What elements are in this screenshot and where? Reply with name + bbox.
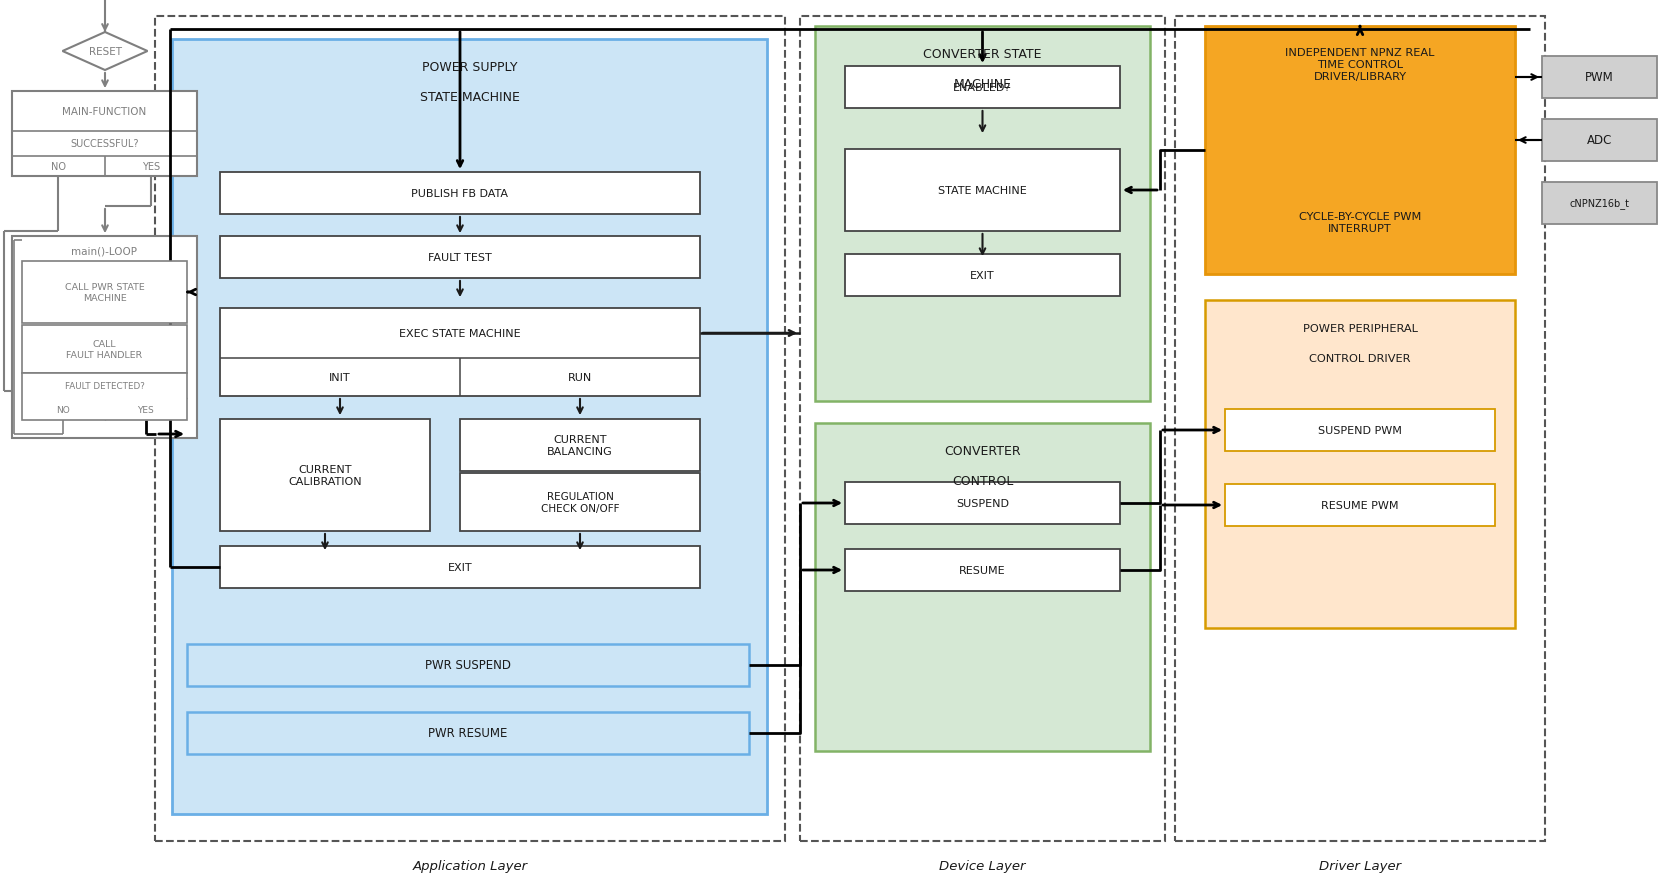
Text: INDEPENDENT NPNZ REAL
TIME CONTROL
DRIVER/LIBRARY: INDEPENDENT NPNZ REAL TIME CONTROL DRIVE…: [1285, 49, 1436, 82]
Text: CURRENT
CALIBRATION: CURRENT CALIBRATION: [288, 464, 362, 486]
Text: EXEC STATE MACHINE: EXEC STATE MACHINE: [399, 329, 522, 338]
Text: POWER PERIPHERAL: POWER PERIPHERAL: [1303, 323, 1417, 334]
Text: STATE MACHINE: STATE MACHINE: [419, 91, 520, 105]
Text: CONTROL DRIVER: CONTROL DRIVER: [1310, 354, 1410, 363]
Bar: [173, 40, 766, 814]
Text: REGULATION
CHECK ON/OFF: REGULATION CHECK ON/OFF: [540, 492, 619, 513]
Bar: [22, 374, 188, 421]
Bar: [1541, 57, 1657, 99]
Text: PWR RESUME: PWR RESUME: [428, 727, 508, 740]
Bar: [815, 27, 1150, 401]
Bar: [845, 483, 1120, 525]
Bar: [188, 712, 750, 754]
Bar: [220, 173, 699, 214]
Bar: [12, 237, 196, 439]
Bar: [845, 254, 1120, 297]
Text: PWR SUSPEND: PWR SUSPEND: [424, 659, 511, 672]
Text: CYCLE-BY-CYCLE PWM
INTERRUPT: CYCLE-BY-CYCLE PWM INTERRUPT: [1298, 212, 1420, 234]
Text: RESET: RESET: [89, 47, 121, 57]
Bar: [220, 308, 699, 397]
Bar: [845, 150, 1120, 232]
Text: EXIT: EXIT: [971, 271, 994, 281]
Text: YES: YES: [138, 406, 154, 415]
Text: CONVERTER STATE: CONVERTER STATE: [924, 49, 1041, 61]
Text: YES: YES: [141, 162, 159, 172]
Bar: [845, 549, 1120, 591]
Text: Driver Layer: Driver Layer: [1318, 859, 1400, 873]
Text: cNPNZ16b_t: cNPNZ16b_t: [1570, 198, 1630, 209]
Bar: [815, 424, 1150, 751]
Text: CALL PWR STATE
MACHINE: CALL PWR STATE MACHINE: [65, 283, 144, 302]
Text: FAULT DETECTED?: FAULT DETECTED?: [64, 382, 144, 391]
Text: MACHINE: MACHINE: [954, 79, 1011, 91]
Bar: [1224, 409, 1494, 452]
Bar: [1541, 183, 1657, 225]
Bar: [12, 92, 196, 177]
Text: CONTROL: CONTROL: [953, 475, 1013, 488]
Bar: [22, 261, 188, 323]
Text: ENABLED?: ENABLED?: [954, 83, 1011, 93]
Bar: [1176, 17, 1545, 841]
Bar: [1206, 27, 1514, 275]
Bar: [22, 326, 188, 374]
Text: STATE MACHINE: STATE MACHINE: [937, 186, 1026, 196]
Text: POWER SUPPLY: POWER SUPPLY: [421, 61, 517, 74]
Text: FAULT TEST: FAULT TEST: [428, 253, 491, 263]
Bar: [459, 473, 699, 532]
Bar: [154, 17, 785, 841]
Text: Device Layer: Device Layer: [939, 859, 1026, 873]
Text: CALL
FAULT HANDLER: CALL FAULT HANDLER: [67, 340, 143, 360]
Bar: [188, 644, 750, 687]
Text: PUBLISH FB DATA: PUBLISH FB DATA: [411, 189, 508, 198]
Bar: [220, 420, 429, 532]
Bar: [459, 420, 699, 471]
Text: main()-LOOP: main()-LOOP: [72, 246, 138, 257]
Bar: [845, 67, 1120, 109]
Text: MAIN-FUNCTION: MAIN-FUNCTION: [62, 107, 146, 117]
Text: RESUME PWM: RESUME PWM: [1321, 501, 1399, 510]
Bar: [220, 237, 699, 279]
Bar: [1206, 300, 1514, 628]
Text: NO: NO: [57, 406, 70, 415]
Text: PWM: PWM: [1585, 72, 1613, 84]
Text: RESUME: RESUME: [959, 565, 1006, 575]
Bar: [1224, 485, 1494, 526]
Bar: [220, 547, 699, 588]
Text: CURRENT
BALANCING: CURRENT BALANCING: [547, 435, 612, 456]
Polygon shape: [62, 33, 148, 71]
Text: Application Layer: Application Layer: [413, 859, 528, 873]
Text: NO: NO: [50, 162, 65, 172]
Text: SUSPEND PWM: SUSPEND PWM: [1318, 425, 1402, 436]
Text: ADC: ADC: [1586, 135, 1612, 147]
Text: CONVERTER: CONVERTER: [944, 445, 1021, 458]
Text: EXIT: EXIT: [448, 563, 473, 572]
Bar: [1541, 120, 1657, 162]
Text: SUSPEND: SUSPEND: [956, 499, 1010, 509]
Bar: [800, 17, 1166, 841]
Text: SUCCESSFUL?: SUCCESSFUL?: [70, 139, 139, 149]
Text: RUN: RUN: [569, 373, 592, 383]
Text: INIT: INIT: [329, 373, 350, 383]
